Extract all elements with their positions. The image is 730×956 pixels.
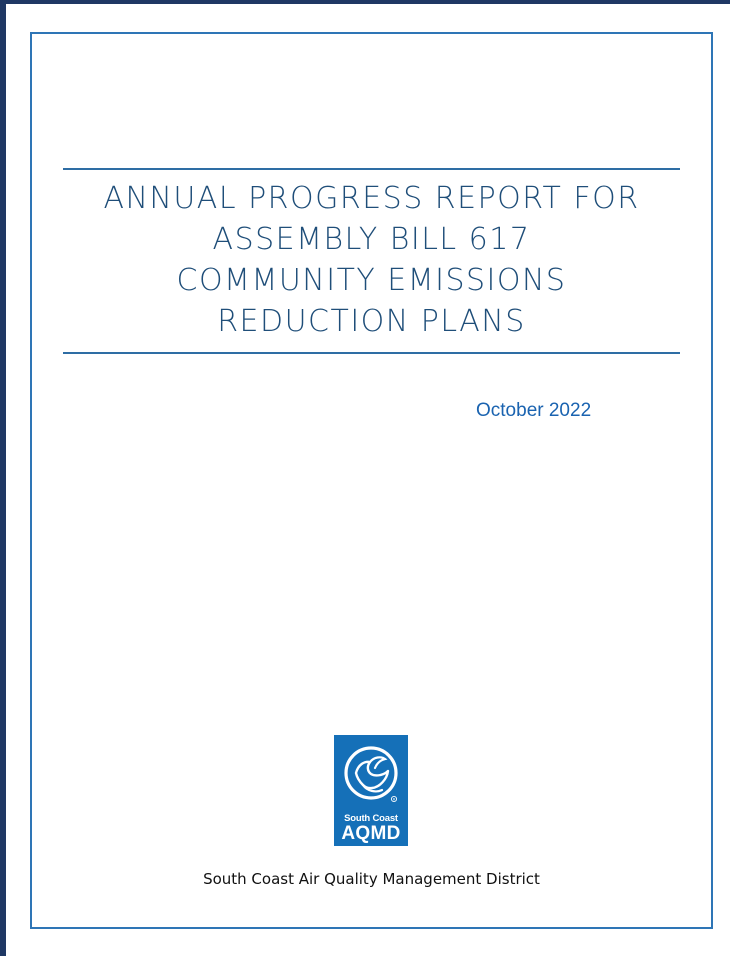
page-border — [30, 32, 713, 929]
report-date: October 2022 — [476, 400, 592, 421]
title-line-3: COMMUNITY EMISSIONS — [176, 263, 567, 298]
aqmd-logo: R South Coast AQMD — [334, 735, 408, 846]
dove-circle-logo-icon: R — [344, 746, 398, 803]
logo-text-south-coast: South Coast — [344, 813, 398, 824]
title-line-4: REDUCTION PLANS — [217, 304, 526, 339]
report-title: ANNUAL PROGRESS REPORT FOR ASSEMBLY BILL… — [63, 178, 680, 342]
window-frame-left — [0, 0, 6, 956]
title-line-1: ANNUAL PROGRESS REPORT FOR — [103, 181, 640, 216]
logo-text-aqmd: AQMD — [341, 823, 401, 844]
svg-text:R: R — [393, 798, 396, 802]
window-frame-top — [0, 0, 730, 4]
title-rule-top — [63, 168, 680, 170]
organization-name: South Coast Air Quality Management Distr… — [203, 870, 540, 888]
title-line-2: ASSEMBLY BILL 617 — [212, 222, 531, 257]
title-rule-bottom — [63, 352, 680, 354]
